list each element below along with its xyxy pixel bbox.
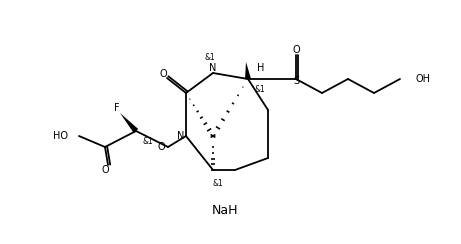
Text: S: S (293, 76, 299, 86)
Text: NaH: NaH (212, 203, 238, 216)
Text: N: N (177, 131, 185, 141)
Text: O: O (157, 142, 165, 152)
Text: O: O (159, 69, 167, 79)
Text: O: O (292, 45, 300, 55)
Polygon shape (245, 62, 251, 79)
Text: &1: &1 (142, 136, 154, 145)
Text: N: N (209, 63, 217, 73)
Text: OH: OH (415, 74, 430, 84)
Text: &1: &1 (254, 85, 266, 94)
Text: &1: &1 (213, 179, 224, 187)
Text: H: H (257, 63, 265, 73)
Text: F: F (114, 103, 120, 113)
Text: O: O (101, 165, 109, 175)
Text: HO: HO (53, 131, 68, 141)
Text: &1: &1 (205, 52, 215, 61)
Polygon shape (120, 113, 138, 133)
